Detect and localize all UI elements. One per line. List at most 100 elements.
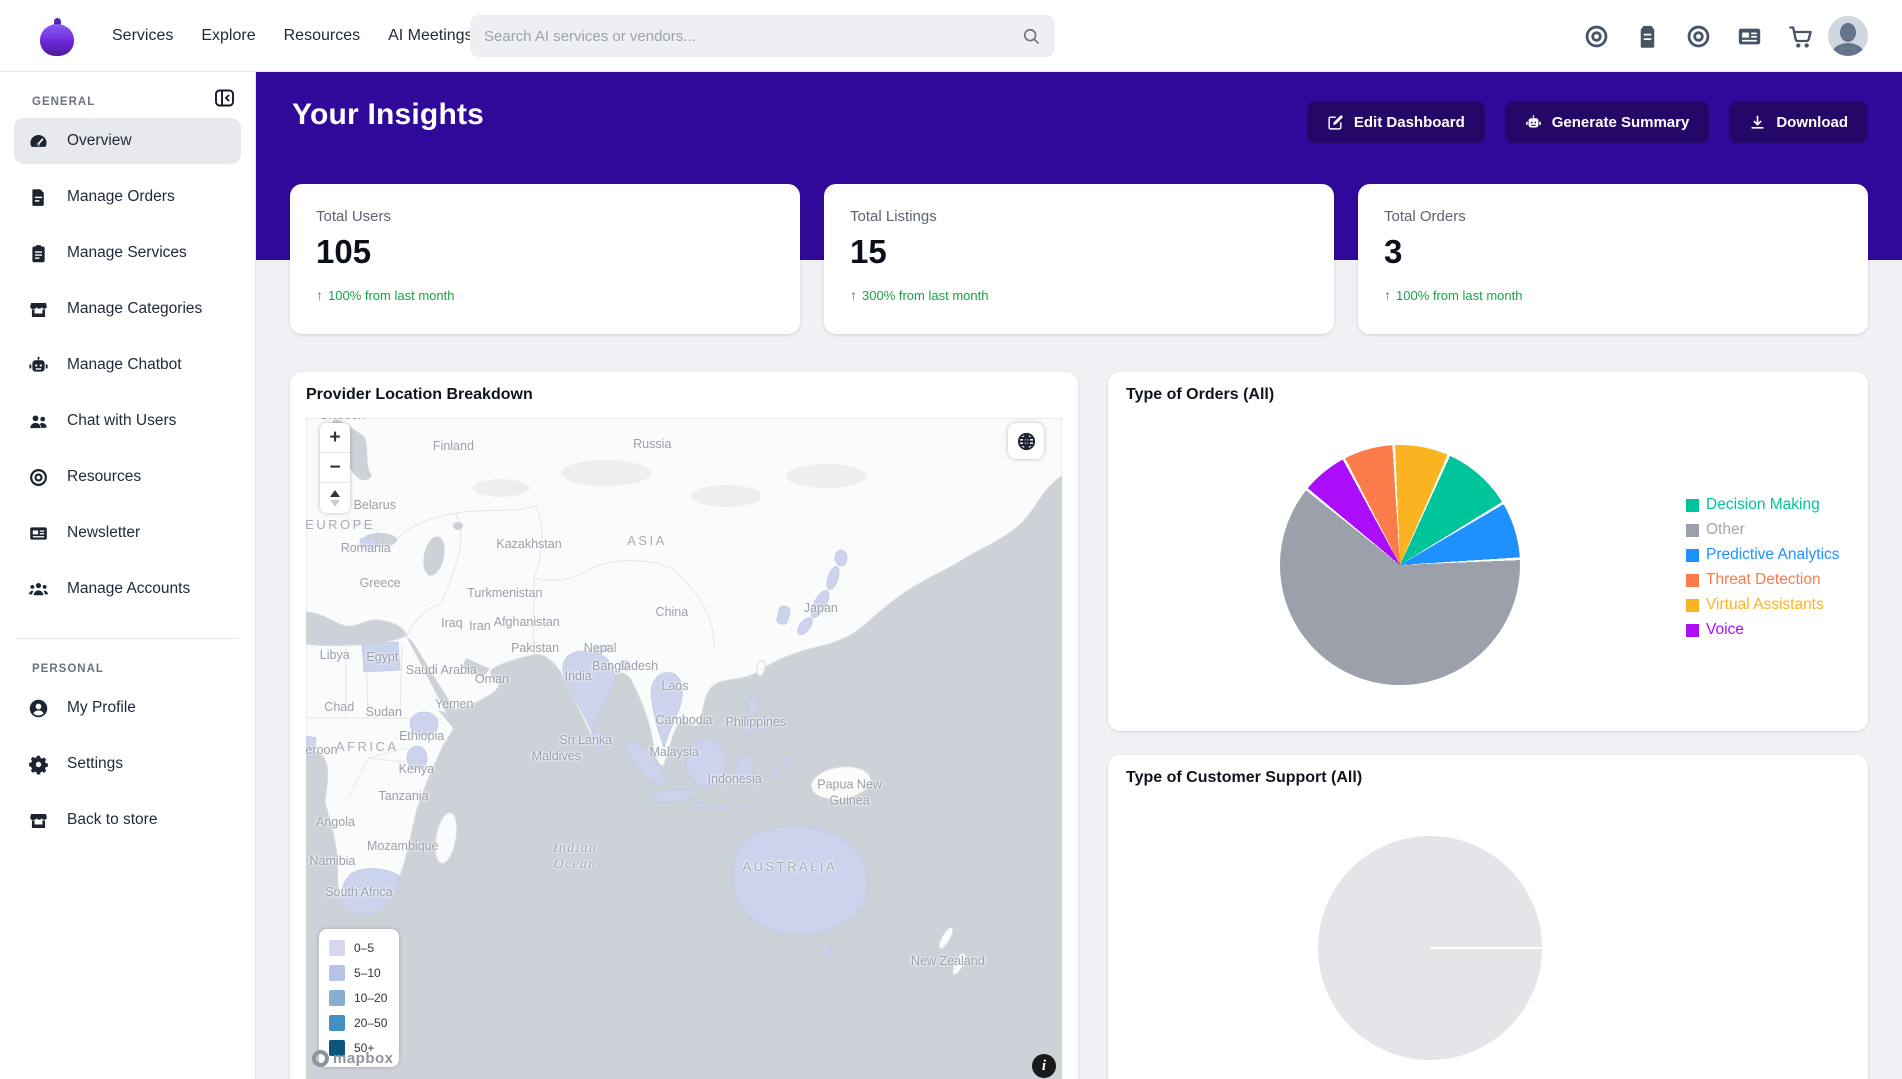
pie-legend-item-voice[interactable]: Voice — [1686, 621, 1840, 639]
sidebar-item-manage-orders[interactable]: Manage Orders — [14, 174, 241, 220]
sidebar-item-label: Resources — [67, 468, 141, 486]
world-map[interactable]: SwedenFinlandRussiaBelarusEUROPERomaniaG… — [306, 418, 1062, 1079]
stats-row: Total Users 105 ↑ 100% from last month T… — [290, 184, 1868, 334]
header-button-label: Generate Summary — [1552, 114, 1690, 131]
people-icon — [28, 579, 49, 600]
gear-icon — [28, 754, 49, 775]
sidebar-item-settings[interactable]: Settings — [14, 741, 241, 787]
support-pie-chart[interactable] — [1318, 836, 1542, 1060]
pie-slice-separator — [1430, 947, 1542, 949]
storefront-icon — [28, 810, 49, 831]
pie-legend-item-decision-making[interactable]: Decision Making — [1686, 496, 1840, 514]
sidebar: GENERAL Overview Manage Orders Manage Se… — [0, 72, 256, 1079]
header-button-label: Download — [1776, 114, 1848, 131]
nav-link-ai-meetings[interactable]: AI Meetings — [388, 27, 472, 45]
pitch-down-icon — [330, 500, 340, 507]
sidebar-item-chat-with-users[interactable]: Chat with Users — [14, 398, 241, 444]
map-legend-row: 20–50 — [329, 1015, 389, 1031]
resources-icon[interactable] — [1685, 23, 1712, 50]
stat-card-total-users: Total Users 105 ↑ 100% from last month — [290, 184, 800, 334]
download-icon — [1749, 114, 1766, 131]
sidebar-item-back-to-store[interactable]: Back to store — [14, 797, 241, 843]
generate-summary-button[interactable]: Generate Summary — [1505, 101, 1710, 143]
pie-legend-swatch — [1686, 574, 1699, 587]
nav-link-explore[interactable]: Explore — [201, 27, 255, 45]
map-globe-button[interactable] — [1008, 423, 1044, 459]
pie-legend-label: Threat Detection — [1706, 571, 1821, 589]
search-bar — [470, 15, 1055, 57]
sidebar-item-newsletter[interactable]: Newsletter — [14, 510, 241, 556]
sidebar-item-label: Settings — [67, 755, 123, 773]
newsletter-icon[interactable] — [1736, 23, 1763, 50]
sidebar-section-title: PERSONAL — [32, 663, 255, 675]
pie-legend-item-threat-detection[interactable]: Threat Detection — [1686, 571, 1840, 589]
header-button-label: Edit Dashboard — [1354, 114, 1465, 131]
map-zoom-out-button[interactable]: − — [320, 453, 350, 483]
customer-support-card: Type of Customer Support (All) — [1108, 755, 1868, 1079]
stat-card-total-listings: Total Listings 15 ↑ 300% from last month — [824, 184, 1334, 334]
download-button[interactable]: Download — [1729, 101, 1868, 143]
cart-icon[interactable] — [1787, 23, 1814, 50]
sidebar-item-manage-chatbot[interactable]: Manage Chatbot — [14, 342, 241, 388]
mapbox-attribution[interactable]: mapbox — [312, 1050, 394, 1067]
user-avatar[interactable] — [1828, 16, 1868, 56]
admin-dashboard: Services Explore Resources AI Meetings GENE… — [0, 0, 1902, 1079]
sidebar-divider — [16, 638, 239, 639]
sidebar-item-label: Manage Orders — [67, 188, 175, 206]
user-circle-icon — [28, 698, 49, 719]
nav-link-services[interactable]: Services — [112, 27, 173, 45]
search-icon[interactable] — [1021, 26, 1041, 46]
pie-legend-swatch — [1686, 499, 1699, 512]
arrow-up-icon: ↑ — [316, 287, 323, 303]
sidebar-item-my-profile[interactable]: My Profile — [14, 685, 241, 731]
pie-legend-swatch — [1686, 524, 1699, 537]
pie-legend-label: Other — [1706, 521, 1745, 539]
stat-change-text: 300% from last month — [862, 288, 988, 303]
stat-change: ↑ 300% from last month — [850, 287, 1308, 303]
nav-links: Services Explore Resources AI Meetings — [112, 0, 473, 72]
map-zoom-in-button[interactable]: + — [320, 423, 350, 453]
map-info-button[interactable]: i — [1032, 1054, 1056, 1078]
stat-change-text: 100% from last month — [328, 288, 454, 303]
map-zoom-controls: + − — [320, 423, 350, 513]
sidebar-item-manage-services[interactable]: Manage Services — [14, 230, 241, 276]
pie-legend-item-predictive-analytics[interactable]: Predictive Analytics — [1686, 546, 1840, 564]
logo-head — [40, 24, 74, 56]
chatbot-icon[interactable] — [1583, 23, 1610, 50]
arrow-up-icon: ↑ — [850, 287, 857, 303]
sidebar-item-label: Overview — [67, 132, 132, 150]
page-title: Your Insights — [292, 98, 484, 132]
pitch-up-icon — [330, 490, 340, 497]
pie-legend-label: Predictive Analytics — [1706, 546, 1840, 564]
pie-legend-label: Decision Making — [1706, 496, 1820, 514]
newspaper-icon — [28, 523, 49, 544]
pie-legend-item-other[interactable]: Other — [1686, 521, 1840, 539]
legend-bucket-label: 5–10 — [354, 966, 381, 980]
sidebar-item-label: Manage Chatbot — [67, 356, 182, 374]
pie-legend-item-virtual-assistants[interactable]: Virtual Assistants — [1686, 596, 1840, 614]
orders-icon[interactable] — [1634, 23, 1661, 50]
orders-pie-chart[interactable] — [1280, 445, 1520, 685]
navbar-action-icons — [1583, 0, 1814, 72]
brand-logo-icon[interactable] — [38, 16, 78, 56]
nav-link-resources[interactable]: Resources — [284, 27, 360, 45]
bullseye-icon — [28, 467, 49, 488]
arrow-up-icon: ↑ — [1384, 287, 1391, 303]
sidebar-item-overview[interactable]: Overview — [14, 118, 241, 164]
stat-label: Total Listings — [850, 208, 1308, 225]
stat-change: ↑ 100% from last month — [1384, 287, 1842, 303]
map-pitch-button[interactable] — [320, 483, 350, 513]
sidebar-item-label: Chat with Users — [67, 412, 176, 430]
robot-icon — [1525, 114, 1542, 131]
sidebar-item-resources[interactable]: Resources — [14, 454, 241, 500]
mapbox-logo-icon — [312, 1050, 329, 1067]
sidebar-item-manage-categories[interactable]: Manage Categories — [14, 286, 241, 332]
pie-legend-label: Voice — [1706, 621, 1744, 639]
collapse-sidebar-icon[interactable] — [212, 86, 237, 110]
sidebar-item-manage-accounts[interactable]: Manage Accounts — [14, 566, 241, 612]
edit-dashboard-button[interactable]: Edit Dashboard — [1307, 101, 1485, 143]
search-input[interactable] — [484, 28, 1021, 45]
support-chart-title: Type of Customer Support (All) — [1126, 769, 1850, 787]
legend-swatch — [329, 940, 345, 956]
mapbox-wordmark: mapbox — [333, 1050, 394, 1067]
